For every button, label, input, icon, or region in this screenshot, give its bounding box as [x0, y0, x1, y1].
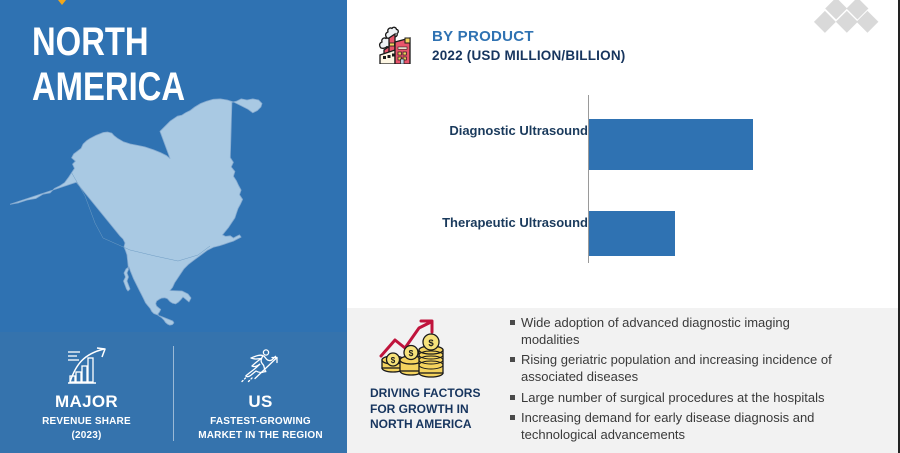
svg-text:$: $	[391, 356, 396, 365]
svg-text:$: $	[409, 348, 414, 358]
svg-text:$: $	[428, 338, 434, 349]
